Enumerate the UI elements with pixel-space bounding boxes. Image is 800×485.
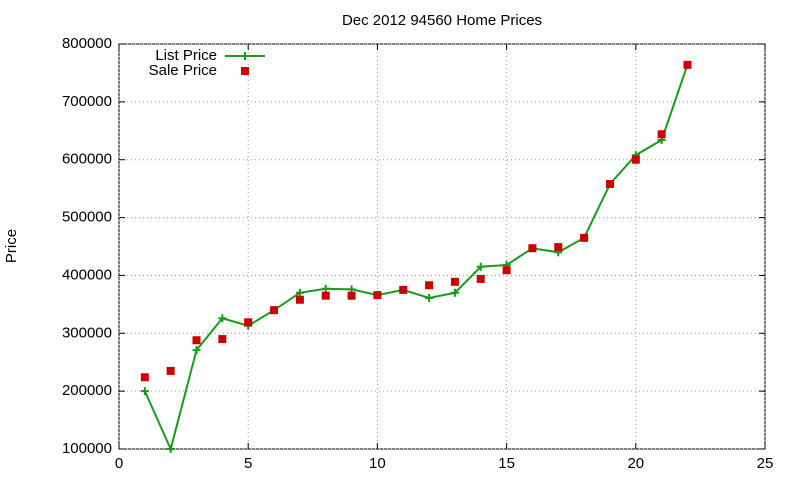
data-point <box>399 285 408 294</box>
data-point <box>347 291 356 300</box>
data-point <box>502 266 511 275</box>
data-point <box>321 291 330 300</box>
y-tick-label: 100000 <box>62 440 112 457</box>
legend-label: Sale Price <box>149 62 217 79</box>
data-point <box>528 244 537 253</box>
data-point <box>140 373 149 382</box>
chart-title: Dec 2012 94560 Home Prices <box>342 12 542 29</box>
y-tick-label: 800000 <box>62 35 112 52</box>
x-tick-label: 15 <box>498 455 515 472</box>
data-point <box>683 60 692 69</box>
data-point <box>425 281 434 290</box>
data-point <box>605 180 614 189</box>
y-tick-label: 600000 <box>62 151 112 168</box>
data-point <box>295 295 304 304</box>
data-point <box>554 243 563 252</box>
data-point <box>476 274 485 283</box>
data-point <box>218 335 227 344</box>
y-tick-label: 500000 <box>62 209 112 226</box>
data-point <box>450 277 459 286</box>
data-point <box>450 288 459 297</box>
data-point <box>140 387 149 396</box>
data-point <box>580 233 589 242</box>
data-point <box>192 346 201 355</box>
data-point <box>373 291 382 300</box>
x-tick-label: 0 <box>115 455 123 472</box>
y-tick-label: 700000 <box>62 93 112 110</box>
data-point <box>166 445 175 453</box>
data-point <box>321 284 330 293</box>
data-point <box>295 288 304 297</box>
x-tick-label: 10 <box>369 455 386 472</box>
x-tick-label: 5 <box>244 455 252 472</box>
y-tick-label: 200000 <box>62 382 112 399</box>
data-point <box>166 366 175 375</box>
legend-label: List Price <box>155 47 217 64</box>
y-tick-label: 300000 <box>62 324 112 341</box>
y-axis-label: Price <box>3 229 20 263</box>
x-tick-label: 25 <box>757 455 774 472</box>
data-point <box>218 314 227 323</box>
data-point <box>631 155 640 164</box>
data-point <box>657 130 666 139</box>
data-point <box>270 306 279 315</box>
data-point <box>425 293 434 302</box>
data-point <box>476 262 485 271</box>
y-tick-label: 400000 <box>62 266 112 283</box>
legend-marker <box>241 52 249 60</box>
data-point <box>192 336 201 345</box>
data-point <box>244 318 253 327</box>
legend-marker <box>241 67 249 75</box>
plot-frame <box>118 43 766 450</box>
series-line <box>143 64 689 453</box>
x-tick-label: 20 <box>627 455 644 472</box>
